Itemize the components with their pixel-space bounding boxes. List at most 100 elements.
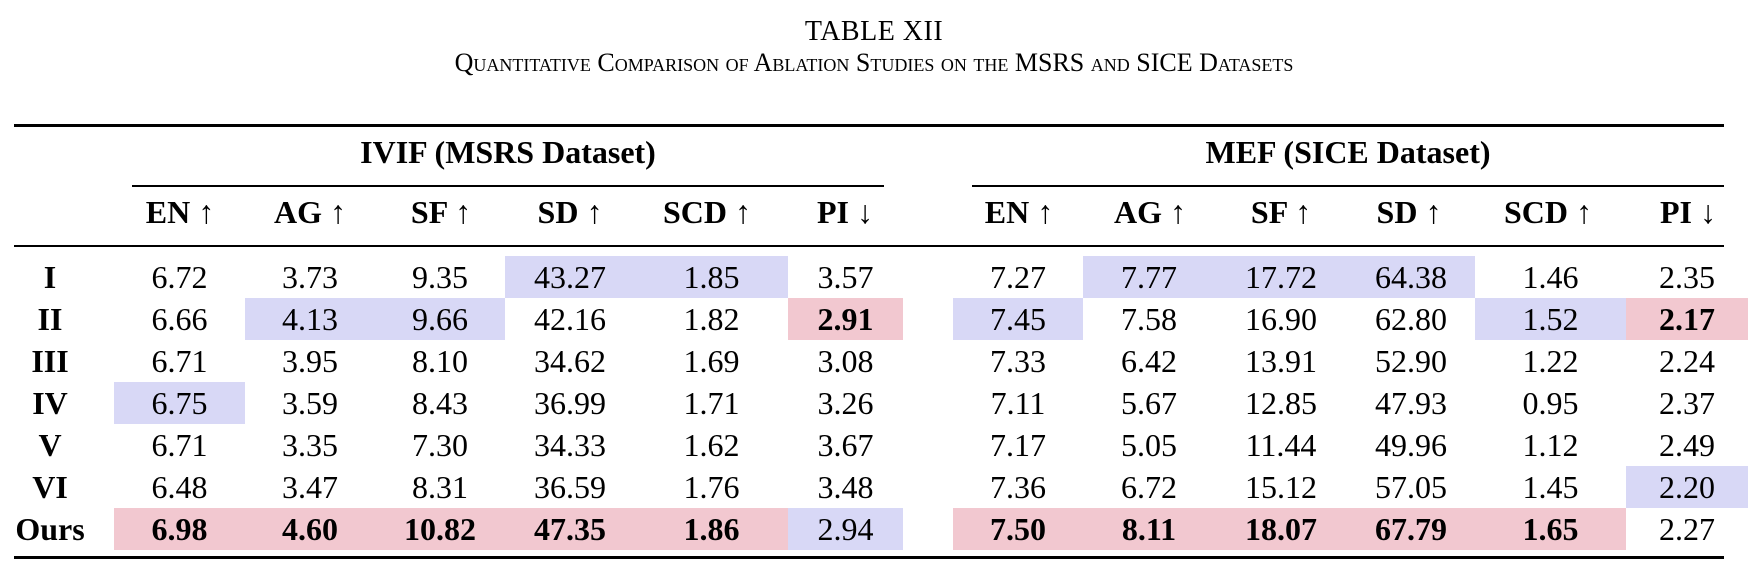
table-cell: 9.35 <box>412 259 468 295</box>
table-cell: 16.90 <box>1245 301 1317 337</box>
table-cell: 1.76 <box>683 469 740 505</box>
table-cell: 7.27 <box>990 259 1046 295</box>
table-cell: 3.26 <box>817 385 874 421</box>
table-cell: 7.50 <box>953 508 1083 550</box>
table-cell: 8.43 <box>412 385 468 421</box>
table-cell: 34.62 <box>534 343 606 379</box>
table-cell: 17.72 <box>1215 256 1347 298</box>
column-header: SF ↑ <box>410 194 472 230</box>
table-cell: 0.95 <box>1522 385 1579 421</box>
table-cell: 1.69 <box>683 343 740 379</box>
top-rule <box>14 124 1724 127</box>
table-cell: 49.96 <box>1375 427 1447 463</box>
table-cell: 57.05 <box>1375 469 1447 505</box>
table-cell: 7.58 <box>1121 301 1177 337</box>
table-cell: 2.27 <box>1659 511 1715 547</box>
table-cell: 1.45 <box>1522 469 1579 505</box>
table-cell: 6.48 <box>151 469 208 505</box>
column-header: AG ↑ <box>274 194 346 230</box>
table-cell: 13.91 <box>1245 343 1317 379</box>
table-cell: 11.44 <box>1245 427 1317 463</box>
table-cell: 3.67 <box>817 427 874 463</box>
table-cell: 43.27 <box>505 256 635 298</box>
table-cell: 1.52 <box>1475 298 1626 340</box>
table-cell: 1.46 <box>1522 259 1579 295</box>
table-cell: 8.10 <box>412 343 468 379</box>
header-rule <box>14 245 1724 247</box>
column-header: SD ↑ <box>537 194 603 230</box>
table-cell: 7.36 <box>990 469 1046 505</box>
table-cell: 7.17 <box>990 427 1046 463</box>
table-row: V 6.71 3.35 7.30 34.33 1.62 3.67 7.17 5.05 11.44 4… <box>0 424 1748 466</box>
table-cell: 1.65 <box>1475 508 1626 550</box>
table-cell: 3.57 <box>817 259 874 295</box>
table-cell: 3.08 <box>817 343 874 379</box>
table-cell: 4.13 <box>245 298 375 340</box>
bottom-rule <box>14 556 1724 559</box>
table-cell: 12.85 <box>1245 385 1317 421</box>
table-cell: 67.79 <box>1347 508 1475 550</box>
table-cell: 3.48 <box>817 469 874 505</box>
table-row: III 6.71 3.95 8.10 34.62 1.69 3.08 7.33 6.42 13.9… <box>0 340 1748 382</box>
table-cell: 2.91 <box>788 298 903 340</box>
table-cell: 2.37 <box>1659 385 1715 421</box>
table-cell: 2.24 <box>1659 343 1715 379</box>
table-cell: 8.31 <box>412 469 468 505</box>
table-cell: 6.71 <box>151 343 208 379</box>
table-cell: 34.33 <box>534 427 606 463</box>
column-header: PI ↓ <box>817 194 873 230</box>
table-cell: 7.11 <box>990 385 1046 421</box>
table-cell: 7.30 <box>412 427 468 463</box>
table-cell: 1.85 <box>635 256 788 298</box>
column-header: EN ↑ <box>145 194 215 230</box>
table-title: Quantitative Comparison of Ablation Stud… <box>454 48 1294 77</box>
table-cell: 2.20 <box>1626 466 1748 508</box>
table-cell: 1.12 <box>1522 427 1579 463</box>
column-header: SD ↑ <box>1376 194 1442 230</box>
group-rule-ivif <box>132 185 884 187</box>
table-cell: 36.99 <box>534 385 606 421</box>
table-cell: 2.35 <box>1659 259 1715 295</box>
table-row: Ours 6.98 4.60 10.82 47.35 1.86 2.94 7.50 8.11 18… <box>0 508 1748 550</box>
table-row: I 6.72 3.73 9.35 43.27 1.85 3.57 7.27 7.77 17.72 6… <box>0 256 1748 298</box>
table-cell: 47.35 <box>505 508 635 550</box>
table-row: II 6.66 4.13 9.66 42.16 1.82 2.91 7.45 7.58 16.90… <box>0 298 1748 340</box>
row-label: Ours <box>15 511 85 547</box>
table-cell: 2.17 <box>1626 298 1748 340</box>
row-label: V <box>38 427 62 463</box>
table-cell: 1.86 <box>635 508 788 550</box>
table-cell: 2.94 <box>788 508 903 550</box>
table-cell: 36.59 <box>534 469 606 505</box>
table-row: VI 6.48 3.47 8.31 36.59 1.76 3.48 7.36 6.72 15.12… <box>0 466 1748 508</box>
table-cell: 64.38 <box>1347 256 1475 298</box>
table-cell: 3.59 <box>282 385 338 421</box>
table-cell: 10.82 <box>375 508 505 550</box>
table-cell: 47.93 <box>1375 385 1447 421</box>
group-rule-mef <box>972 185 1724 187</box>
column-header: SCD ↑ <box>1503 194 1592 230</box>
column-header: PI ↓ <box>1660 194 1716 230</box>
row-label: VI <box>32 469 68 505</box>
table-cell: 3.73 <box>282 259 338 295</box>
table-cell: 18.07 <box>1215 508 1347 550</box>
table-cell: 7.77 <box>1083 256 1215 298</box>
table-cell: 7.45 <box>953 298 1083 340</box>
table-cell: 62.80 <box>1375 301 1447 337</box>
row-label: IV <box>32 385 68 421</box>
table-cell: 8.11 <box>1083 508 1215 550</box>
table-cell: 1.71 <box>683 385 740 421</box>
table-cell: 5.05 <box>1121 427 1177 463</box>
table-cell: 52.90 <box>1375 343 1447 379</box>
table-cell: 2.49 <box>1659 427 1715 463</box>
column-header: SF ↑ <box>1250 194 1312 230</box>
column-header: EN ↑ <box>984 194 1054 230</box>
table-cell: 1.22 <box>1522 343 1579 379</box>
table-row: IV 6.75 3.59 8.43 36.99 1.71 3.26 7.11 5.67 12.85… <box>0 382 1748 424</box>
group-header-mef: MEF (SICE Dataset) <box>1205 134 1491 170</box>
table-cell: 6.98 <box>114 508 245 550</box>
table-cell: 9.66 <box>375 298 505 340</box>
group-header-ivif: IVIF (MSRS Dataset) <box>360 134 656 170</box>
table-cell: 1.82 <box>683 301 740 337</box>
table-cell: 6.75 <box>114 382 245 424</box>
table-cell: 6.42 <box>1121 343 1177 379</box>
